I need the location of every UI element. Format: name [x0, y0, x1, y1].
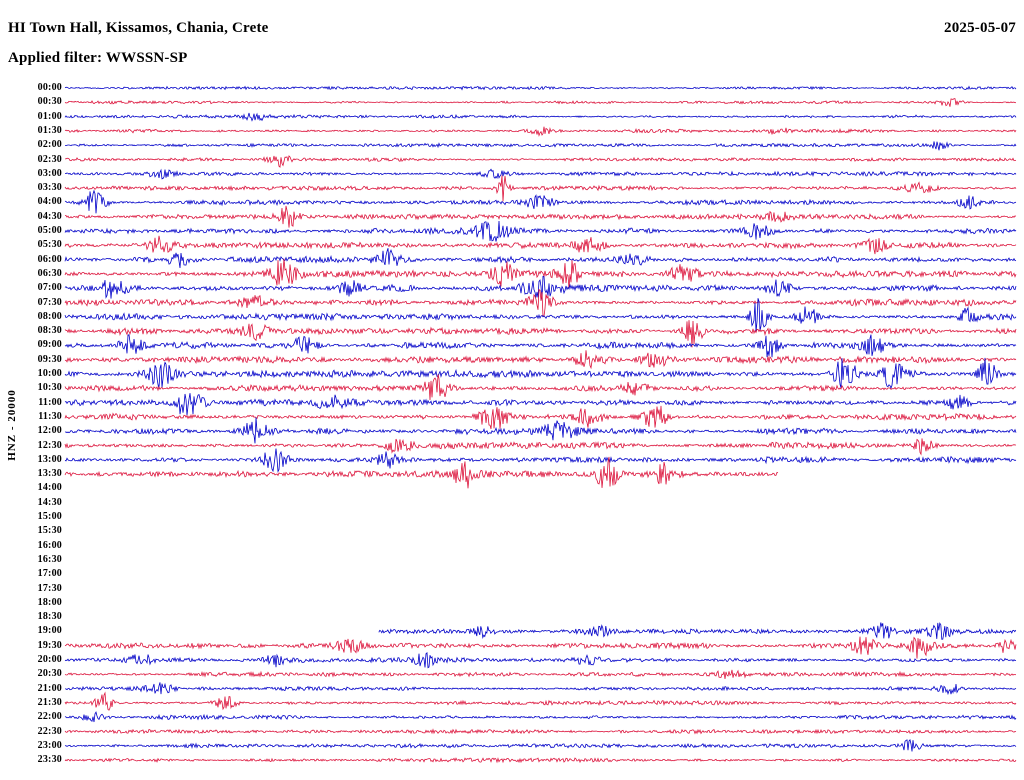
time-label-00:00: 00:00	[37, 82, 62, 93]
seismogram-trace-13:00	[64, 448, 1017, 473]
time-label-18:30: 18:30	[37, 611, 62, 623]
time-label-02:30: 02:30	[37, 153, 62, 165]
seismogram-trace-08:30	[64, 320, 1017, 348]
time-label-22:30: 22:30	[37, 725, 62, 737]
seismogram-trace-08:00	[64, 298, 1017, 333]
seismogram-trace-23:00	[64, 739, 1017, 752]
time-label-15:30: 15:30	[37, 525, 62, 537]
time-label-11:00: 11:00	[38, 396, 62, 408]
time-label-20:30: 20:30	[37, 668, 62, 680]
time-label-19:30: 19:30	[37, 639, 62, 651]
seismogram-trace-09:00	[64, 334, 1017, 358]
seismogram-trace-21:30	[64, 691, 1017, 711]
seismogram-trace-07:30	[64, 288, 1017, 317]
seismogram-trace-22:00	[64, 711, 1017, 723]
time-label-12:00: 12:00	[37, 425, 62, 437]
time-label-10:30: 10:30	[37, 382, 62, 394]
seismogram-trace-10:00	[64, 357, 1017, 390]
time-label-12:30: 12:30	[37, 439, 62, 451]
time-label-20:00: 20:00	[37, 654, 62, 665]
header-row: HI Town Hall, Kissamos, Chania, Crete 20…	[8, 20, 1016, 37]
seismogram-trace-20:30	[64, 669, 1017, 680]
seismogram-trace-06:30	[64, 258, 1017, 289]
time-label-14:00: 14:00	[37, 482, 62, 494]
time-label-17:30: 17:30	[37, 582, 62, 594]
time-label-09:30: 09:30	[37, 353, 62, 365]
seismogram-trace-22:30	[64, 728, 1017, 735]
time-label-13:30: 13:30	[37, 468, 62, 480]
seismogram-trace-02:00	[65, 141, 1017, 151]
time-label-11:30: 11:30	[38, 410, 62, 422]
time-label-16:30: 16:30	[37, 553, 62, 565]
time-label-03:30: 03:30	[37, 182, 62, 194]
time-label-04:00: 04:00	[37, 196, 62, 208]
seismogram-trace-00:30	[64, 98, 1017, 107]
seismogram-trace-13:30	[64, 456, 779, 489]
filter-label: Applied filter: WWSSN-SP	[8, 50, 188, 66]
seismogram-trace-05:00	[64, 220, 1017, 242]
seismogram-trace-20:00	[64, 651, 1017, 669]
time-label-21:30: 21:30	[37, 696, 62, 708]
time-label-08:00: 08:00	[37, 310, 62, 322]
seismogram-trace-07:00	[64, 275, 1017, 300]
time-label-04:30: 04:30	[37, 210, 62, 222]
seismogram-trace-12:30	[64, 438, 1017, 456]
seismogram-trace-10:30	[64, 374, 1017, 401]
time-label-16:00: 16:00	[37, 539, 62, 551]
seismogram-trace-09:30	[64, 350, 1017, 370]
time-label-07:30: 07:30	[37, 296, 62, 308]
time-label-05:00: 05:00	[37, 225, 62, 236]
seismogram-trace-03:00	[65, 168, 1017, 180]
time-label-14:30: 14:30	[37, 496, 62, 508]
time-label-01:00: 01:00	[37, 110, 62, 122]
seismogram-trace-04:00	[64, 189, 1017, 214]
date-label: 2025-05-07	[944, 20, 1016, 36]
time-label-18:00: 18:00	[37, 596, 62, 608]
seismogram-trace-03:30	[64, 175, 1017, 202]
seismogram-trace-11:30	[64, 405, 1017, 430]
time-label-13:00: 13:00	[37, 453, 62, 465]
time-label-17:00: 17:00	[37, 568, 62, 580]
seismogram-trace-21:00	[65, 682, 1017, 696]
seismogram-trace-00:00	[64, 85, 1017, 91]
time-label-06:30: 06:30	[37, 267, 62, 279]
time-label-01:30: 01:30	[37, 124, 62, 136]
time-label-23:00: 23:00	[37, 739, 62, 751]
station-title: HI Town Hall, Kissamos, Chania, Crete	[8, 20, 269, 36]
seismogram-trace-12:00	[64, 417, 1017, 444]
seismogram-trace-11:00	[64, 393, 1017, 416]
time-label-15:00: 15:00	[37, 511, 62, 522]
time-label-06:00: 06:00	[37, 253, 62, 265]
time-label-19:00: 19:00	[37, 625, 62, 637]
seismogram-trace-05:30	[64, 235, 1017, 255]
seismogram-trace-01:30	[64, 126, 1017, 137]
time-label-22:00: 22:00	[37, 711, 62, 723]
seismogram-trace-23:30	[64, 757, 1017, 764]
time-label-03:00: 03:00	[37, 167, 62, 179]
seismogram-trace-01:00	[64, 112, 1017, 122]
time-label-09:00: 09:00	[37, 339, 62, 351]
time-label-05:30: 05:30	[37, 239, 62, 251]
time-label-00:30: 00:30	[37, 96, 62, 108]
seismogram-trace-02:30	[65, 155, 1017, 168]
time-label-07:00: 07:00	[37, 282, 62, 294]
time-label-08:30: 08:30	[37, 325, 62, 337]
seismogram-trace-19:00	[378, 622, 1017, 640]
seismogram-trace-04:30	[64, 205, 1017, 228]
time-label-10:00: 10:00	[37, 368, 62, 379]
seismogram-trace-19:30	[64, 636, 1017, 659]
time-label-02:00: 02:00	[37, 139, 62, 151]
time-label-21:00: 21:00	[37, 682, 62, 694]
time-label-23:30: 23:30	[37, 754, 62, 766]
seismogram-trace-06:00	[64, 248, 1017, 269]
